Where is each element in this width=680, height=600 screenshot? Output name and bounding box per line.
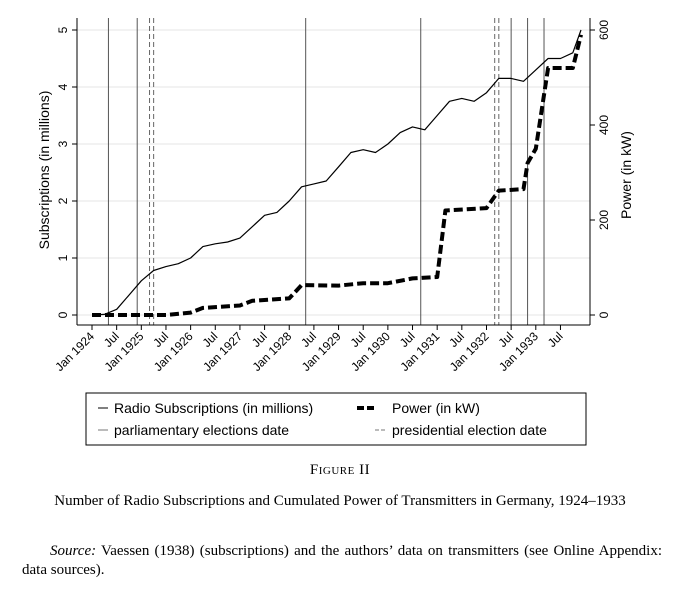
y-right-tick-label: 400 bbox=[597, 115, 611, 135]
legend-box bbox=[85, 392, 587, 446]
y-left-tick-label: 3 bbox=[56, 140, 70, 147]
figure-source: Source: Vaessen (1938) (subscriptions) a… bbox=[22, 542, 662, 580]
y-left-tick-label: 5 bbox=[56, 26, 70, 33]
legend-label-presidential: presidential election date bbox=[392, 422, 547, 438]
y-left-tick-label: 4 bbox=[56, 83, 70, 90]
gridlines bbox=[77, 18, 590, 325]
series-layer bbox=[91, 29, 583, 317]
x-tick-label: Jan 1924 bbox=[52, 329, 97, 374]
series-line-power bbox=[92, 34, 583, 317]
y-right-tick-label: 600 bbox=[597, 20, 611, 40]
series-line-subscriptions bbox=[91, 29, 582, 316]
plot-area bbox=[77, 18, 590, 325]
legend: Radio Subscriptions (in millions) Power … bbox=[85, 392, 587, 446]
legend-label-power: Power (in kW) bbox=[392, 400, 480, 416]
source-label: Source: bbox=[50, 543, 97, 559]
x-tick-label: Jul bbox=[545, 329, 566, 350]
legend-label-parliamentary: parliamentary elections date bbox=[114, 422, 289, 438]
figure-title: Number of Radio Subscriptions and Cumula… bbox=[54, 493, 626, 509]
y-left-tick-label: 2 bbox=[56, 197, 70, 204]
y-axis-right-label: Power (in kW) bbox=[618, 131, 634, 219]
legend-label-subscriptions: Radio Subscriptions (in millions) bbox=[114, 400, 313, 416]
election-lines bbox=[107, 18, 545, 325]
y-right-tick-label: 0 bbox=[597, 311, 611, 318]
figure-label: Figure II bbox=[309, 462, 371, 478]
y-axis-left-label: Subscriptions (in millions) bbox=[36, 91, 52, 250]
y-left-tick-label: 0 bbox=[56, 311, 70, 318]
y-right-tick-label: 200 bbox=[597, 210, 611, 230]
source-text: Vaessen (1938) (subscriptions) and the a… bbox=[22, 543, 662, 578]
y-left-tick-label: 1 bbox=[56, 254, 70, 261]
